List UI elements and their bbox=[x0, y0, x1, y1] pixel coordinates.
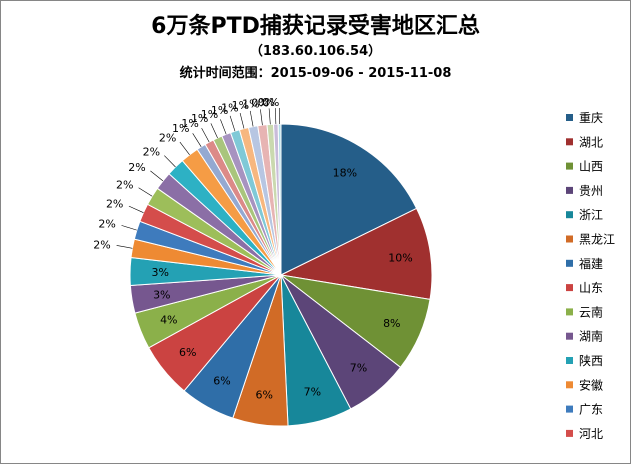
slice-label-25: 1% bbox=[242, 97, 259, 110]
leader-line-25 bbox=[260, 109, 263, 126]
chart-title: 6万条PTD捕获记录受害地区汇总 bbox=[151, 14, 480, 39]
legend-label-0: 重庆 bbox=[579, 111, 603, 125]
chart-subtitle-ip: （183.60.106.54） bbox=[249, 44, 382, 59]
leader-line-22 bbox=[229, 115, 236, 132]
leader-line-14 bbox=[138, 187, 153, 197]
slice-label-5: 6% bbox=[255, 389, 272, 402]
leader-line-12 bbox=[121, 225, 137, 231]
leader-line-21 bbox=[220, 119, 227, 135]
leader-line-26 bbox=[268, 108, 271, 125]
slice-label-7: 6% bbox=[179, 346, 196, 359]
legend-label-11: 安徽 bbox=[579, 377, 603, 392]
legend-label-1: 湖北 bbox=[579, 134, 603, 149]
slice-label-16: 2% bbox=[143, 145, 160, 158]
slice-label-8: 4% bbox=[160, 314, 177, 327]
legend-swatch-12 bbox=[566, 405, 573, 413]
leader-lines bbox=[116, 107, 280, 249]
slice-label-24: 1% bbox=[232, 99, 249, 112]
legend-label-3: 贵州 bbox=[579, 184, 603, 198]
slice-label-21: 1% bbox=[201, 108, 218, 121]
leader-line-24 bbox=[249, 110, 254, 127]
slice-label-2: 8% bbox=[383, 317, 400, 330]
legend-label-9: 湖南 bbox=[579, 329, 603, 344]
leader-line-27 bbox=[275, 108, 277, 125]
slice-label-19: 1% bbox=[181, 117, 198, 130]
slice-label-20: 1% bbox=[191, 112, 208, 125]
slice-label-15: 2% bbox=[128, 161, 145, 174]
slice-label-9: 3% bbox=[153, 289, 170, 302]
data-labels: 18%10%8%7%7%6%6%6%4%3%3%2%2%2%2%2%2%2%1%… bbox=[93, 96, 412, 402]
leader-line-23 bbox=[239, 113, 245, 129]
legend-label-12: 广东 bbox=[579, 403, 603, 417]
legend-label-6: 福建 bbox=[579, 256, 603, 271]
slice-label-26: 0% bbox=[251, 96, 268, 109]
slice-label-22: 1% bbox=[211, 104, 228, 117]
slice-label-3: 7% bbox=[350, 362, 367, 375]
slice-label-27: 0% bbox=[258, 96, 275, 109]
slice-label-28: 0% bbox=[262, 96, 279, 109]
slice-label-11: 2% bbox=[93, 238, 110, 251]
pie-slice-28 bbox=[277, 123, 282, 276]
legend-swatch-3 bbox=[566, 186, 573, 194]
legend-label-10: 陕西 bbox=[579, 353, 603, 368]
legend-label-8: 云南 bbox=[579, 304, 603, 319]
leader-line-13 bbox=[128, 205, 144, 213]
pie-slices bbox=[129, 123, 433, 427]
slice-label-18: 1% bbox=[172, 122, 189, 135]
leader-line-11 bbox=[116, 245, 133, 249]
legend-label-7: 山东 bbox=[579, 281, 603, 295]
slice-label-12: 2% bbox=[98, 218, 115, 231]
leader-line-19 bbox=[201, 127, 210, 143]
leader-line-17 bbox=[179, 141, 190, 155]
slice-label-17: 2% bbox=[159, 131, 176, 144]
legend-swatch-13 bbox=[566, 429, 573, 437]
legend-label-5: 黑龙江 bbox=[579, 233, 615, 247]
legend-swatch-1 bbox=[566, 138, 573, 146]
slice-label-10: 3% bbox=[151, 266, 168, 279]
leader-line-18 bbox=[192, 133, 202, 147]
legend-swatch-10 bbox=[566, 357, 573, 364]
slice-label-13: 2% bbox=[106, 198, 123, 211]
legend-label-2: 山西 bbox=[579, 160, 603, 174]
legend-swatch-7 bbox=[566, 284, 573, 292]
slice-label-23: 1% bbox=[221, 101, 238, 114]
slice-label-6: 6% bbox=[213, 374, 230, 387]
leader-line-20 bbox=[210, 123, 218, 139]
pie-slice-1 bbox=[279, 207, 433, 301]
legend-swatch-6 bbox=[566, 259, 573, 267]
slice-label-0: 18% bbox=[333, 167, 357, 180]
legend-swatch-2 bbox=[566, 162, 573, 170]
leader-line-16 bbox=[164, 155, 176, 168]
legend-swatch-9 bbox=[566, 332, 573, 340]
legend-label-13: 河北 bbox=[579, 427, 603, 441]
leader-line-15 bbox=[150, 170, 164, 182]
legend-swatch-0 bbox=[566, 114, 573, 121]
legend-swatch-11 bbox=[566, 381, 573, 389]
legend-swatch-5 bbox=[566, 235, 573, 243]
slice-label-4: 7% bbox=[304, 386, 321, 399]
legend-label-4: 浙江 bbox=[579, 208, 603, 222]
chart-subtitle-range: 统计时间范围：2015-09-06 - 2015-11-08 bbox=[179, 66, 452, 81]
legend-swatch-8 bbox=[566, 308, 573, 316]
slice-label-1: 10% bbox=[388, 251, 412, 264]
legend-swatch-4 bbox=[566, 211, 573, 219]
pie-slice-0 bbox=[280, 123, 418, 276]
slice-label-14: 2% bbox=[116, 179, 133, 192]
